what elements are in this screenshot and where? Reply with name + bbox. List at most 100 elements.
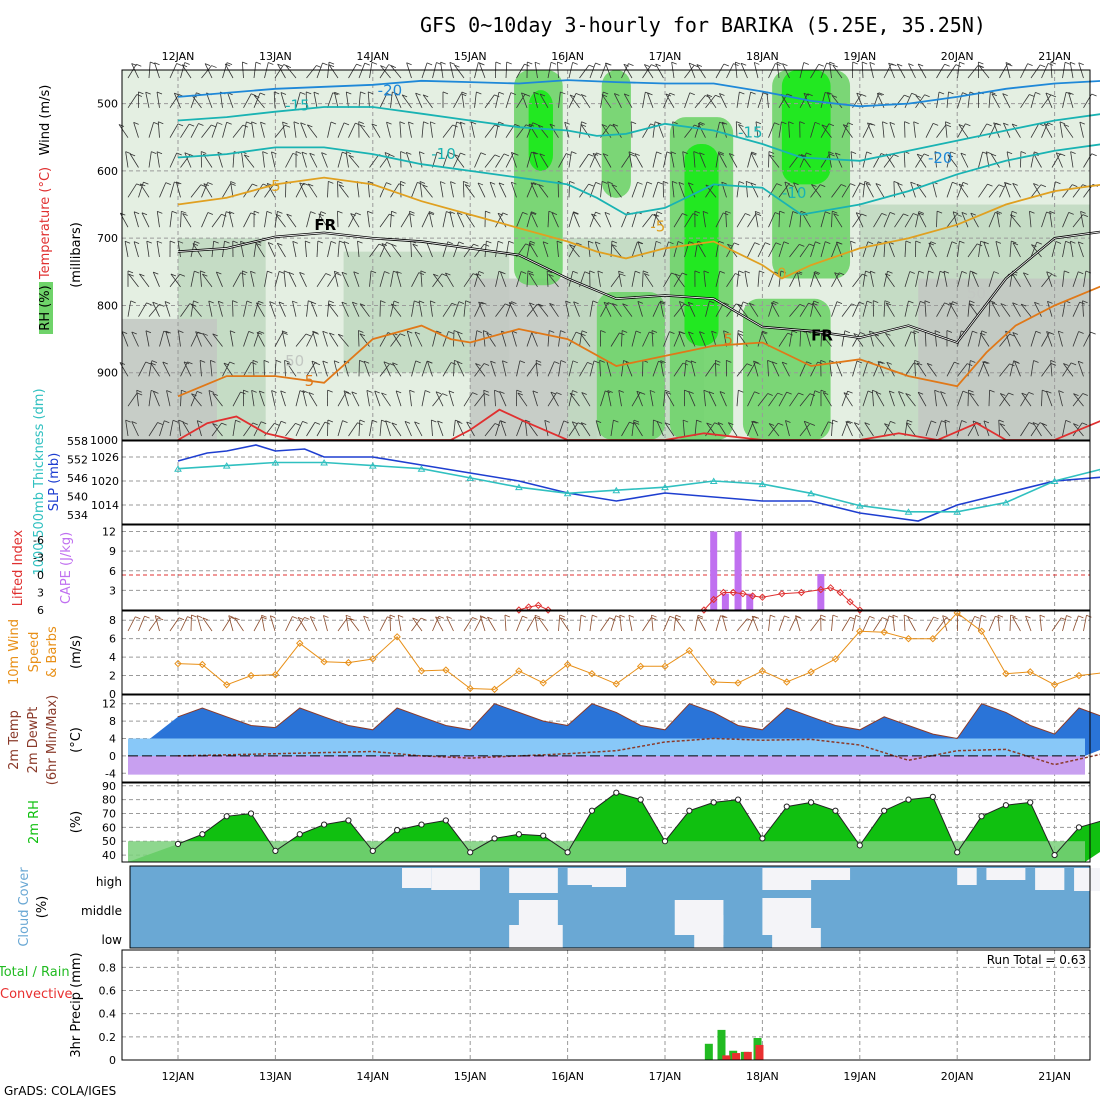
wind-barb xyxy=(889,121,896,125)
wind-barb xyxy=(715,94,721,98)
wind-barb xyxy=(456,212,465,228)
wind-barb xyxy=(722,615,728,618)
wind-barb xyxy=(330,121,337,125)
wind-barb xyxy=(872,389,878,393)
y-tick-label: 700 xyxy=(97,232,118,245)
wind-barb xyxy=(802,213,811,228)
wind-barb xyxy=(334,360,340,364)
wind-barb xyxy=(897,182,903,186)
y-tick-label: 0 xyxy=(37,569,44,582)
wind-barb xyxy=(960,152,967,156)
wind-barb xyxy=(783,241,789,245)
wind-barb xyxy=(694,210,701,214)
wind-barb xyxy=(138,361,147,377)
wind-barb xyxy=(631,182,638,198)
wind-barb xyxy=(979,332,990,347)
wind-barb xyxy=(399,121,405,125)
wind-barb xyxy=(719,270,725,274)
wind-barb xyxy=(637,301,643,317)
wind-barb xyxy=(359,333,366,337)
wind-barb xyxy=(572,390,578,393)
wind-barb xyxy=(414,300,420,304)
data-point xyxy=(174,840,182,848)
wind-barb xyxy=(726,63,734,79)
wind-barb xyxy=(184,152,190,156)
wind-barb xyxy=(949,302,958,317)
wind-barb xyxy=(463,273,474,288)
wind-barb xyxy=(588,153,594,157)
wind-barb xyxy=(768,154,775,158)
y-tick-label: 534 xyxy=(67,509,88,522)
wind-barb xyxy=(836,301,843,305)
wind-barb xyxy=(589,615,593,632)
wind-barb xyxy=(516,420,523,437)
panel-frame xyxy=(121,69,1091,441)
data-point xyxy=(710,799,717,806)
wind-barb xyxy=(697,242,706,258)
wind-barb xyxy=(850,241,853,258)
wind-barb xyxy=(813,272,822,288)
wind-barb xyxy=(810,390,816,407)
wind-barb xyxy=(399,121,402,138)
wind-barb xyxy=(312,330,318,347)
data-point xyxy=(880,628,888,636)
wind-barb xyxy=(660,360,666,363)
data-point xyxy=(588,670,596,678)
wind-barb xyxy=(829,61,835,65)
wind-barb xyxy=(715,615,721,632)
wind-barb xyxy=(1004,182,1011,198)
wind-barb xyxy=(374,390,380,394)
wind-barb xyxy=(976,243,983,247)
wind-barb xyxy=(359,124,366,128)
wind-barb xyxy=(457,212,463,216)
wind-barb xyxy=(1086,614,1092,618)
wind-barb xyxy=(442,362,452,377)
wind-barb xyxy=(255,61,262,65)
wind-barb xyxy=(1064,270,1070,274)
wind-barb xyxy=(947,154,953,158)
data-point xyxy=(417,667,426,675)
wind-barb xyxy=(406,152,412,155)
x-tick-label: 12JAN xyxy=(162,1070,195,1083)
wind-barb xyxy=(572,421,578,425)
data-point xyxy=(539,679,547,687)
wind-barb xyxy=(882,121,888,125)
wind-barb xyxy=(737,333,744,336)
wind-barb xyxy=(642,123,651,138)
data-point xyxy=(1026,668,1034,676)
wind-barb xyxy=(309,152,315,156)
wind-barb xyxy=(516,63,525,79)
clear-sky-block xyxy=(694,915,724,948)
wind-barb xyxy=(449,211,454,228)
wind-barb xyxy=(533,92,538,108)
wind-barb xyxy=(1041,63,1049,79)
wind-barb xyxy=(498,182,507,198)
wind-barb xyxy=(991,93,998,97)
wind-barb xyxy=(489,182,496,198)
wind-barb xyxy=(451,302,457,306)
data-point xyxy=(954,849,961,856)
wind-barb xyxy=(436,330,442,334)
panel-frame xyxy=(121,694,1091,783)
wind-barb xyxy=(430,300,436,304)
wind-barb xyxy=(532,390,539,394)
wind-barb xyxy=(788,184,794,187)
wind-barb xyxy=(127,270,134,274)
wind-barb xyxy=(1068,92,1074,108)
wind-barb xyxy=(411,300,415,317)
wind-barb xyxy=(131,63,137,66)
wind-barb xyxy=(475,363,486,377)
wind-barb xyxy=(642,181,648,198)
wind-barb xyxy=(918,270,924,274)
wind-barb xyxy=(569,393,580,407)
wind-barb xyxy=(550,391,559,407)
wind-barb xyxy=(621,153,631,168)
wind-barb xyxy=(693,151,699,154)
wind-barb xyxy=(274,64,284,79)
wind-barb xyxy=(940,391,948,407)
data-point xyxy=(826,584,835,592)
wind-barb xyxy=(269,615,276,632)
wind-barb xyxy=(568,93,577,109)
wind-barb xyxy=(599,360,601,377)
wind-barb xyxy=(538,184,549,198)
